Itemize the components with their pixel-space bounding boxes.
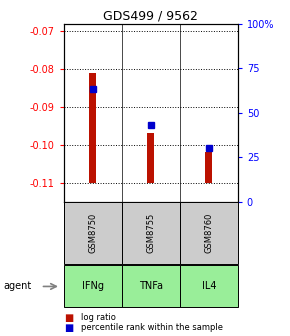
Text: ■: ■ xyxy=(64,323,73,333)
Bar xyxy=(122,265,180,307)
Bar xyxy=(89,73,96,183)
Bar xyxy=(205,152,212,183)
Bar xyxy=(64,265,122,307)
Text: percentile rank within the sample: percentile rank within the sample xyxy=(81,323,223,332)
Text: GSM8755: GSM8755 xyxy=(146,213,155,253)
Bar xyxy=(122,202,180,264)
Text: GSM8760: GSM8760 xyxy=(204,212,213,253)
Text: agent: agent xyxy=(3,282,31,291)
Text: TNFa: TNFa xyxy=(139,282,163,291)
Text: ■: ■ xyxy=(64,312,73,323)
Text: IL4: IL4 xyxy=(202,282,216,291)
Text: IFNg: IFNg xyxy=(82,282,104,291)
Bar xyxy=(180,202,238,264)
Text: GSM8750: GSM8750 xyxy=(88,213,97,253)
Bar xyxy=(147,133,154,183)
Bar xyxy=(64,202,122,264)
Text: log ratio: log ratio xyxy=(81,313,116,322)
Title: GDS499 / 9562: GDS499 / 9562 xyxy=(103,9,198,23)
Bar xyxy=(180,265,238,307)
